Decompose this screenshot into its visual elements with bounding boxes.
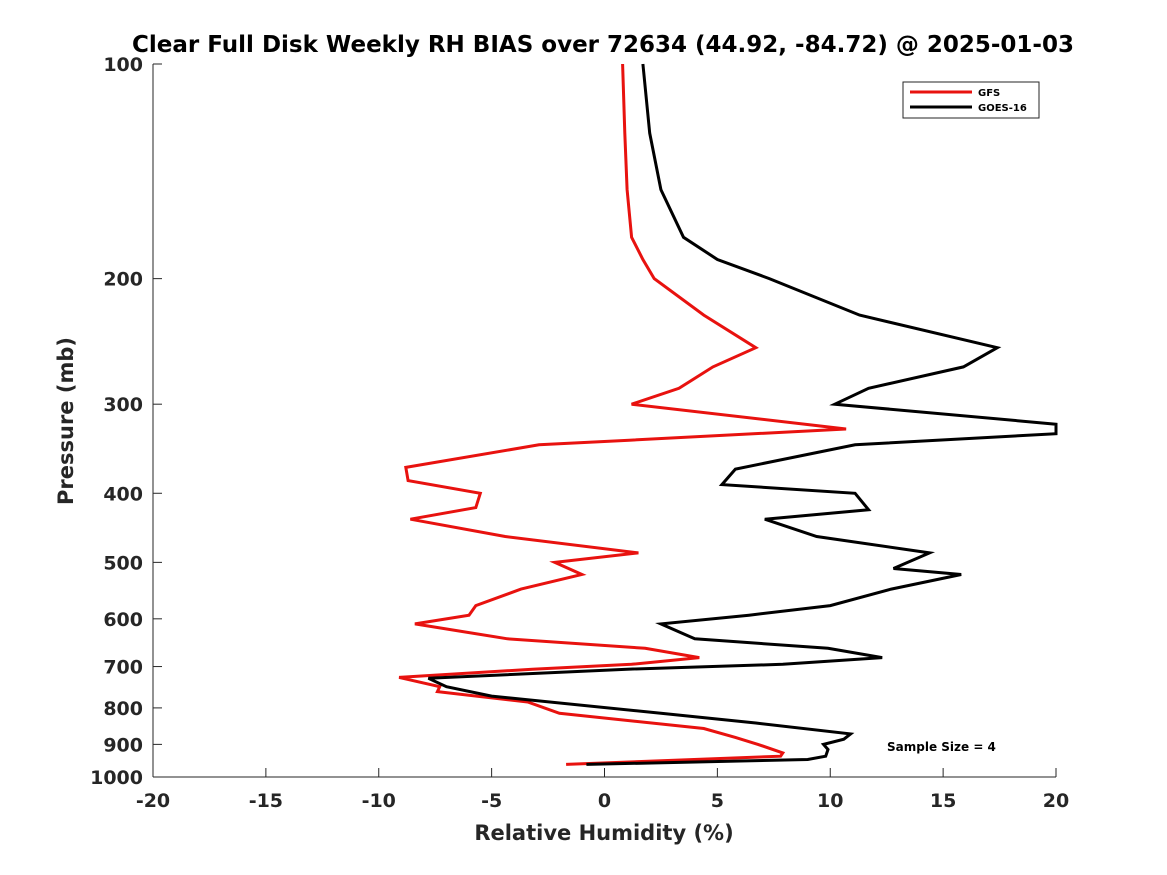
legend-label-goes16: GOES-16 bbox=[978, 103, 1027, 114]
series-group bbox=[398, 63, 1058, 766]
y-tick-label: 600 bbox=[103, 609, 143, 631]
y-tick-label: 800 bbox=[103, 698, 143, 720]
legend-box bbox=[902, 81, 1040, 119]
y-tick-label: 900 bbox=[103, 734, 143, 756]
legend-label-gfs: GFS bbox=[978, 88, 1000, 99]
sample-size-annotation: Sample Size = 4 bbox=[887, 740, 996, 754]
y-axis-label: Pressure (mb) bbox=[54, 337, 78, 505]
series-line-goes16 bbox=[427, 63, 1058, 766]
x-axis-label: Relative Humidity (%) bbox=[474, 821, 733, 845]
plot-area: -20 -15 -10 -5 0 5 10 15 20 100 200 300 400 500 600 70… bbox=[90, 54, 1069, 812]
x-tick-label: 5 bbox=[711, 790, 724, 812]
y-tick-label: 1000 bbox=[90, 767, 143, 789]
y-tick-label: 700 bbox=[103, 657, 143, 679]
x-tick-label: -15 bbox=[249, 790, 283, 812]
y-axis-ticks: 100 200 300 400 500 600 700 800 900 1000 bbox=[90, 54, 162, 789]
series-line-gfs bbox=[398, 63, 847, 766]
x-tick-label: 20 bbox=[1043, 790, 1069, 812]
x-tick-label: -10 bbox=[362, 790, 396, 812]
x-tick-label: -5 bbox=[481, 790, 502, 812]
x-tick-label: -20 bbox=[136, 790, 170, 812]
plot-background bbox=[153, 64, 1056, 777]
y-tick-label: 400 bbox=[103, 483, 143, 505]
y-tick-label: 100 bbox=[103, 54, 143, 76]
x-tick-label: 0 bbox=[598, 790, 611, 812]
y-tick-label: 200 bbox=[103, 269, 143, 291]
x-axis-ticks: -20 -15 -10 -5 0 5 10 15 20 bbox=[136, 768, 1069, 812]
chart-title: Clear Full Disk Weekly RH BIAS over 7263… bbox=[132, 32, 1074, 58]
x-tick-label: 15 bbox=[930, 790, 956, 812]
x-tick-label: 10 bbox=[817, 790, 843, 812]
legend: GFS GOES-16 bbox=[902, 81, 1040, 119]
y-tick-label: 300 bbox=[103, 394, 143, 416]
y-tick-label: 500 bbox=[103, 552, 143, 574]
